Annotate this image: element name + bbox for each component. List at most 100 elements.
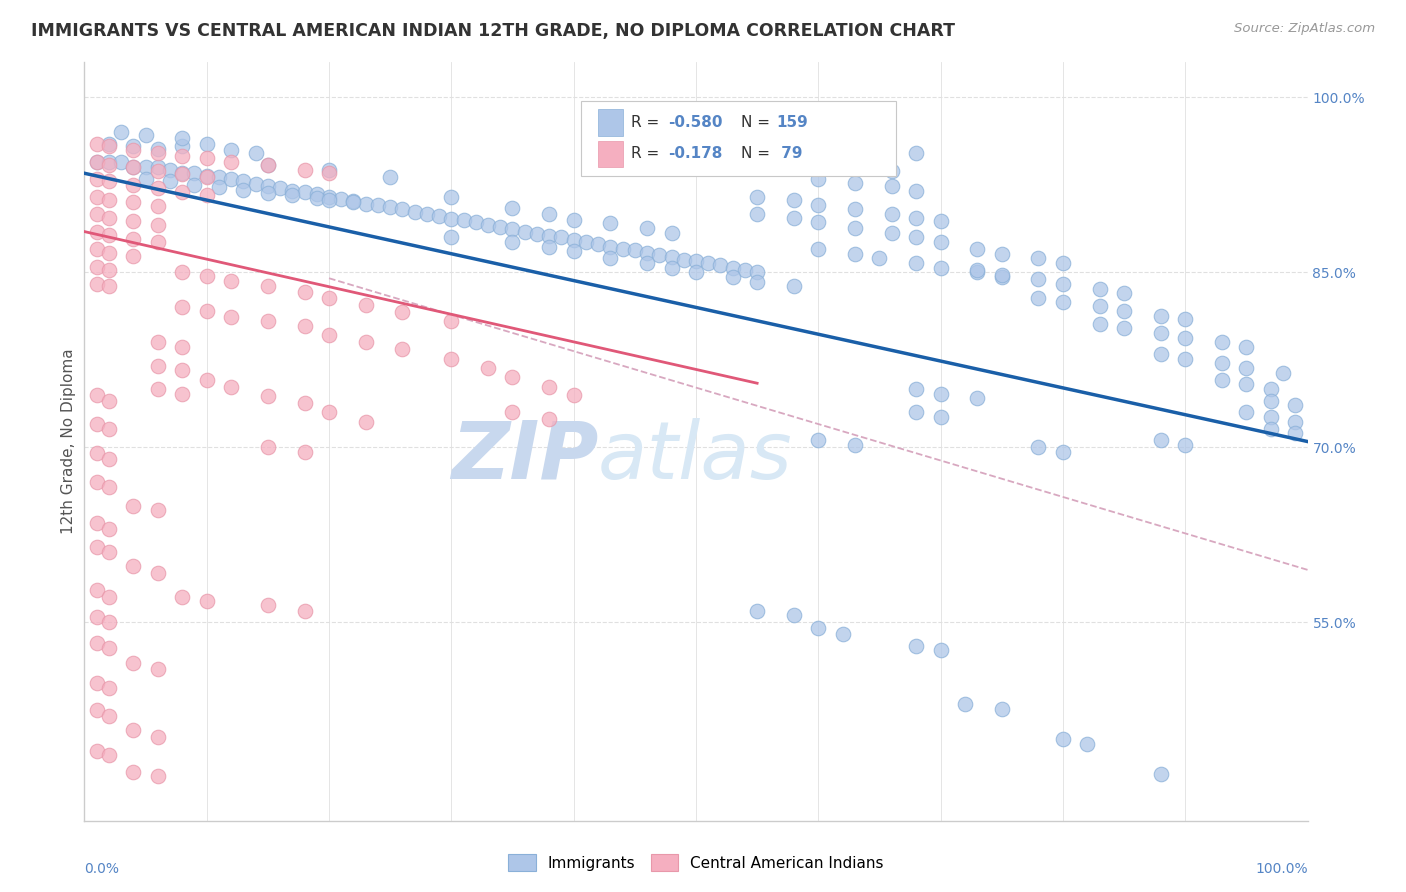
Point [1211,335,1233,350]
Point [146,146,169,161]
Point [929,643,952,657]
Point [135,128,157,142]
Point [86,172,108,186]
Point [526,227,548,241]
Point [783,211,806,225]
Point [219,310,242,324]
Point [97,211,120,225]
Text: atlas: atlas [598,417,793,496]
Point [747,189,769,203]
Point [1272,366,1295,380]
Point [391,343,413,357]
Point [599,252,621,266]
Point [440,314,463,328]
Point [1088,299,1111,313]
Point [257,179,280,194]
Point [869,252,891,266]
Point [195,169,218,184]
Point [294,162,316,177]
Point [783,279,806,293]
Point [966,242,988,256]
Text: -0.178: -0.178 [668,146,723,161]
Point [807,158,830,172]
Point [318,328,340,343]
Point [219,380,242,394]
Point [953,697,976,711]
Point [97,452,120,467]
Point [685,253,707,268]
Point [97,708,120,723]
Point [1260,422,1282,436]
Point [172,265,194,279]
Point [562,388,585,402]
Point [1052,445,1074,459]
Point [219,154,242,169]
Point [172,131,194,145]
Point [172,139,194,153]
Point [721,270,744,285]
Point [245,146,267,161]
Point [86,540,108,554]
Point [122,143,145,157]
Point [929,260,952,275]
Point [294,319,316,334]
Point [672,252,695,267]
Point [146,161,169,175]
Point [1150,326,1173,340]
Point [159,162,181,177]
Point [219,172,242,186]
Point [195,169,218,183]
Point [183,178,205,192]
Point [86,744,108,758]
Y-axis label: 12th Grade, No Diploma: 12th Grade, No Diploma [60,349,76,534]
Point [97,422,120,436]
Point [562,233,585,247]
Point [146,199,169,213]
Point [86,582,108,597]
Point [257,314,280,328]
Point [97,640,120,655]
Point [477,218,499,232]
Point [86,207,108,221]
Point [1284,415,1306,429]
Point [172,363,194,377]
Point [183,166,205,180]
Point [929,386,952,401]
Point [538,207,561,221]
Point [86,260,108,274]
Point [367,198,389,212]
Point [1260,410,1282,425]
Point [122,559,145,574]
Point [97,174,120,188]
Point [599,240,621,254]
Point [86,703,108,717]
Point [195,268,218,283]
Point [807,137,830,152]
Point [122,723,145,737]
Point [1114,304,1136,318]
Point [195,373,218,387]
Point [97,590,120,604]
Point [747,265,769,279]
Point [905,211,928,225]
Point [330,192,353,206]
Point [440,230,463,244]
Point [966,392,988,406]
Point [966,265,988,279]
Point [97,193,120,207]
Point [1028,291,1050,305]
Point [1284,426,1306,441]
Point [146,142,169,156]
Point [122,231,145,245]
Point [146,769,169,783]
Point [747,275,769,289]
Point [86,516,108,531]
Point [318,162,340,177]
Point [318,189,340,203]
Point [1052,256,1074,270]
Point [991,268,1014,282]
Text: IMMIGRANTS VS CENTRAL AMERICAN INDIAN 12TH GRADE, NO DIPLOMA CORRELATION CHART: IMMIGRANTS VS CENTRAL AMERICAN INDIAN 12… [31,22,955,40]
Point [599,216,621,230]
Point [122,161,145,175]
Point [257,186,280,200]
